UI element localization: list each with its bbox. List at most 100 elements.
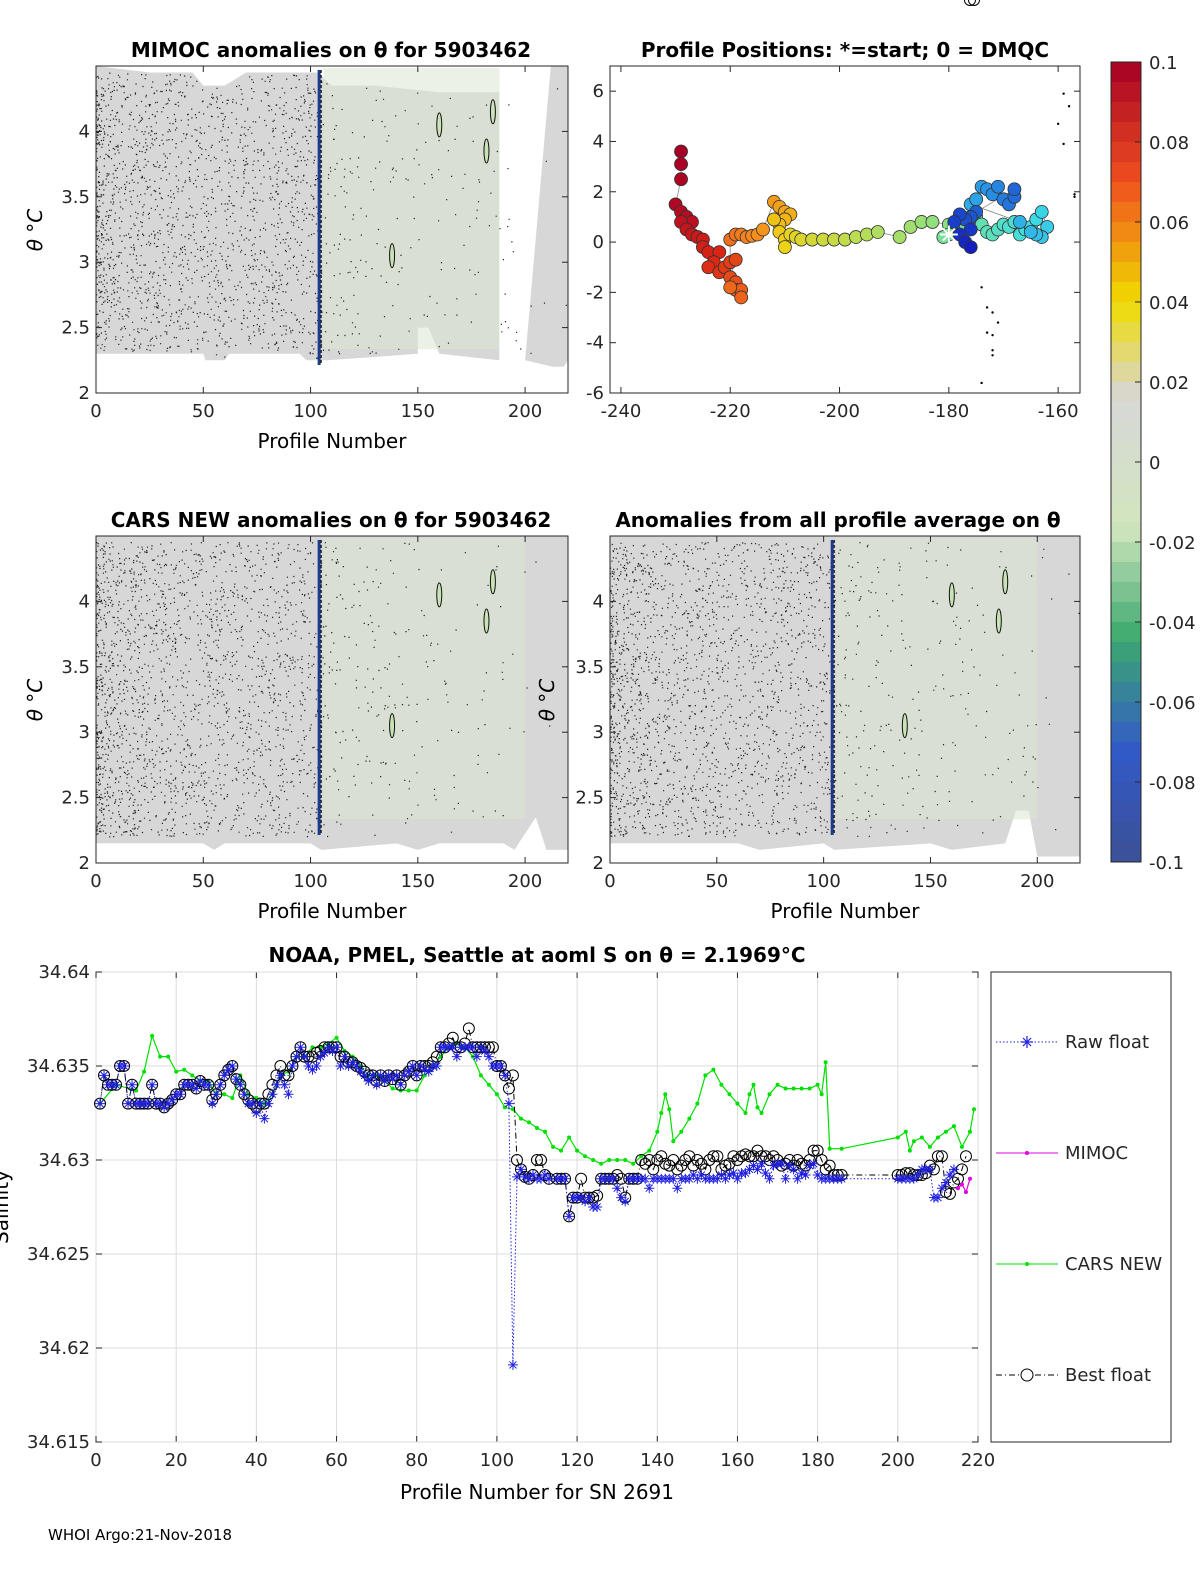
contour-dots xyxy=(96,72,567,359)
colorbar-step xyxy=(1111,302,1141,323)
dmqc-dot xyxy=(1056,122,1060,126)
raw-float-point xyxy=(423,1066,434,1077)
colorbar-tick-label: 0.04 xyxy=(1149,293,1189,314)
raw-float-point xyxy=(319,1047,330,1058)
cars-new-point xyxy=(759,1111,764,1115)
avg-title: Anomalies from all profile average on θ xyxy=(615,508,1060,532)
cars-new-point xyxy=(775,1082,780,1087)
best-float-point xyxy=(651,1154,664,1166)
raw-float-point xyxy=(644,1183,655,1194)
best-float-point xyxy=(502,1082,515,1095)
raw-float-point xyxy=(471,1051,482,1062)
colorbar-step xyxy=(1111,662,1141,683)
cars-panel: CARS NEW anomalies on θ for 5903462 0 50 1… xyxy=(23,508,569,923)
raw-float-point xyxy=(335,1061,346,1071)
raw-float-point xyxy=(780,1173,791,1184)
positions-panel: Profile Positions: *=start; 0 = DMQC -24… xyxy=(586,38,1081,422)
x-tick-label: 0 xyxy=(90,871,101,892)
y-tick-label: 2.5 xyxy=(575,788,604,809)
cars-new-point xyxy=(839,1146,844,1151)
profile-position-point xyxy=(756,222,770,237)
legend-label: Best float xyxy=(1065,1365,1151,1386)
y-tick-label: 2 xyxy=(79,853,90,874)
colorbar-step xyxy=(1111,762,1141,783)
raw-float-point xyxy=(544,1173,555,1184)
raw-float-point xyxy=(219,1070,230,1081)
y-tick-label: 34.64 xyxy=(38,962,90,983)
raw-float-point xyxy=(800,1170,811,1181)
x-tick-label: 0 xyxy=(90,401,101,422)
raw-float-point xyxy=(323,1042,334,1053)
y-tick-label: 2 xyxy=(593,182,604,203)
cars-new-point xyxy=(743,1111,748,1115)
raw-float-point xyxy=(291,1051,302,1062)
cars-new-point xyxy=(174,1069,179,1074)
cars-new-point xyxy=(334,1035,339,1040)
avg-panel: Anomalies from all profile average on θ … xyxy=(535,508,1081,923)
y-tick-label: 34.615 xyxy=(27,1432,90,1453)
avg-axes: 0 50 100 150 200 2 2.5 3 3.5 4 xyxy=(575,536,1080,892)
cars-xlabel: Profile Number xyxy=(258,899,408,923)
raw-float-point xyxy=(415,1061,426,1071)
profile-position-point xyxy=(969,192,984,207)
colorbar-step xyxy=(1111,82,1141,103)
raw-float-point xyxy=(564,1211,575,1222)
raw-float-point xyxy=(223,1064,234,1075)
colorbar-step xyxy=(1111,142,1141,163)
raw-float-point xyxy=(576,1192,587,1203)
contour-loop xyxy=(436,112,443,138)
y-tick-label: -4 xyxy=(586,333,604,354)
profile-position-point xyxy=(925,215,940,229)
cars-new-point xyxy=(623,1158,628,1162)
profile-position-point xyxy=(1034,204,1049,219)
raw-float-point xyxy=(299,1051,310,1062)
cars-new-point xyxy=(815,1082,820,1087)
raw-float-point xyxy=(768,1160,779,1171)
cars-new-point xyxy=(667,1107,672,1112)
contour-loop xyxy=(436,582,443,608)
cars-heatmap xyxy=(96,536,568,850)
dmqc-dot xyxy=(1067,105,1071,108)
raw-float-point xyxy=(752,1164,763,1175)
cars-new-point xyxy=(703,1073,708,1078)
raw-float-point xyxy=(612,1183,623,1194)
cars-new-point xyxy=(583,1154,588,1159)
legend-swatch-marker xyxy=(1025,1151,1029,1155)
raw-float-point xyxy=(383,1070,394,1081)
raw-float-point xyxy=(616,1192,627,1203)
raw-float-point xyxy=(267,1089,278,1100)
x-tick-label: -160 xyxy=(1038,401,1079,422)
raw-float-point xyxy=(640,1173,651,1184)
raw-float-point xyxy=(944,1170,955,1181)
y-tick-label: 3.5 xyxy=(575,657,604,678)
colorbar-step xyxy=(1111,362,1141,383)
cars-new-point xyxy=(478,1073,483,1078)
salinity-xlabel: Profile Number for SN 2691 xyxy=(400,1480,674,1504)
raw-float-point xyxy=(728,1168,739,1179)
mimoc-xlabel: Profile Number xyxy=(258,429,408,453)
raw-float-point xyxy=(499,1070,510,1081)
raw-float-point xyxy=(724,1170,735,1181)
cars-new-point xyxy=(639,1154,644,1159)
profile-position-point xyxy=(1012,215,1027,229)
raw-float-point xyxy=(475,1042,486,1053)
cars-new-point xyxy=(599,1161,604,1166)
profile-position-point xyxy=(1007,182,1022,197)
raw-float-point xyxy=(111,1079,122,1090)
colorbar-step xyxy=(1111,322,1141,343)
raw-float-point xyxy=(403,1066,414,1077)
y-tick-label: 4 xyxy=(79,121,90,142)
mimoc-point xyxy=(967,1176,972,1181)
legend-label: CARS NEW xyxy=(1065,1254,1162,1275)
raw-float-point xyxy=(495,1061,506,1071)
x-tick-label: 100 xyxy=(480,1450,514,1471)
positive-anomaly-tint xyxy=(323,68,500,350)
raw-float-point xyxy=(515,1164,526,1175)
mimoc-heatmap xyxy=(96,66,568,393)
colorbar-step xyxy=(1111,462,1141,483)
raw-float-point xyxy=(836,1173,847,1184)
cars-new-point xyxy=(767,1092,772,1097)
avg-axes-box xyxy=(609,535,1081,864)
cars-new-point xyxy=(551,1144,556,1149)
contour-loop xyxy=(483,138,490,164)
